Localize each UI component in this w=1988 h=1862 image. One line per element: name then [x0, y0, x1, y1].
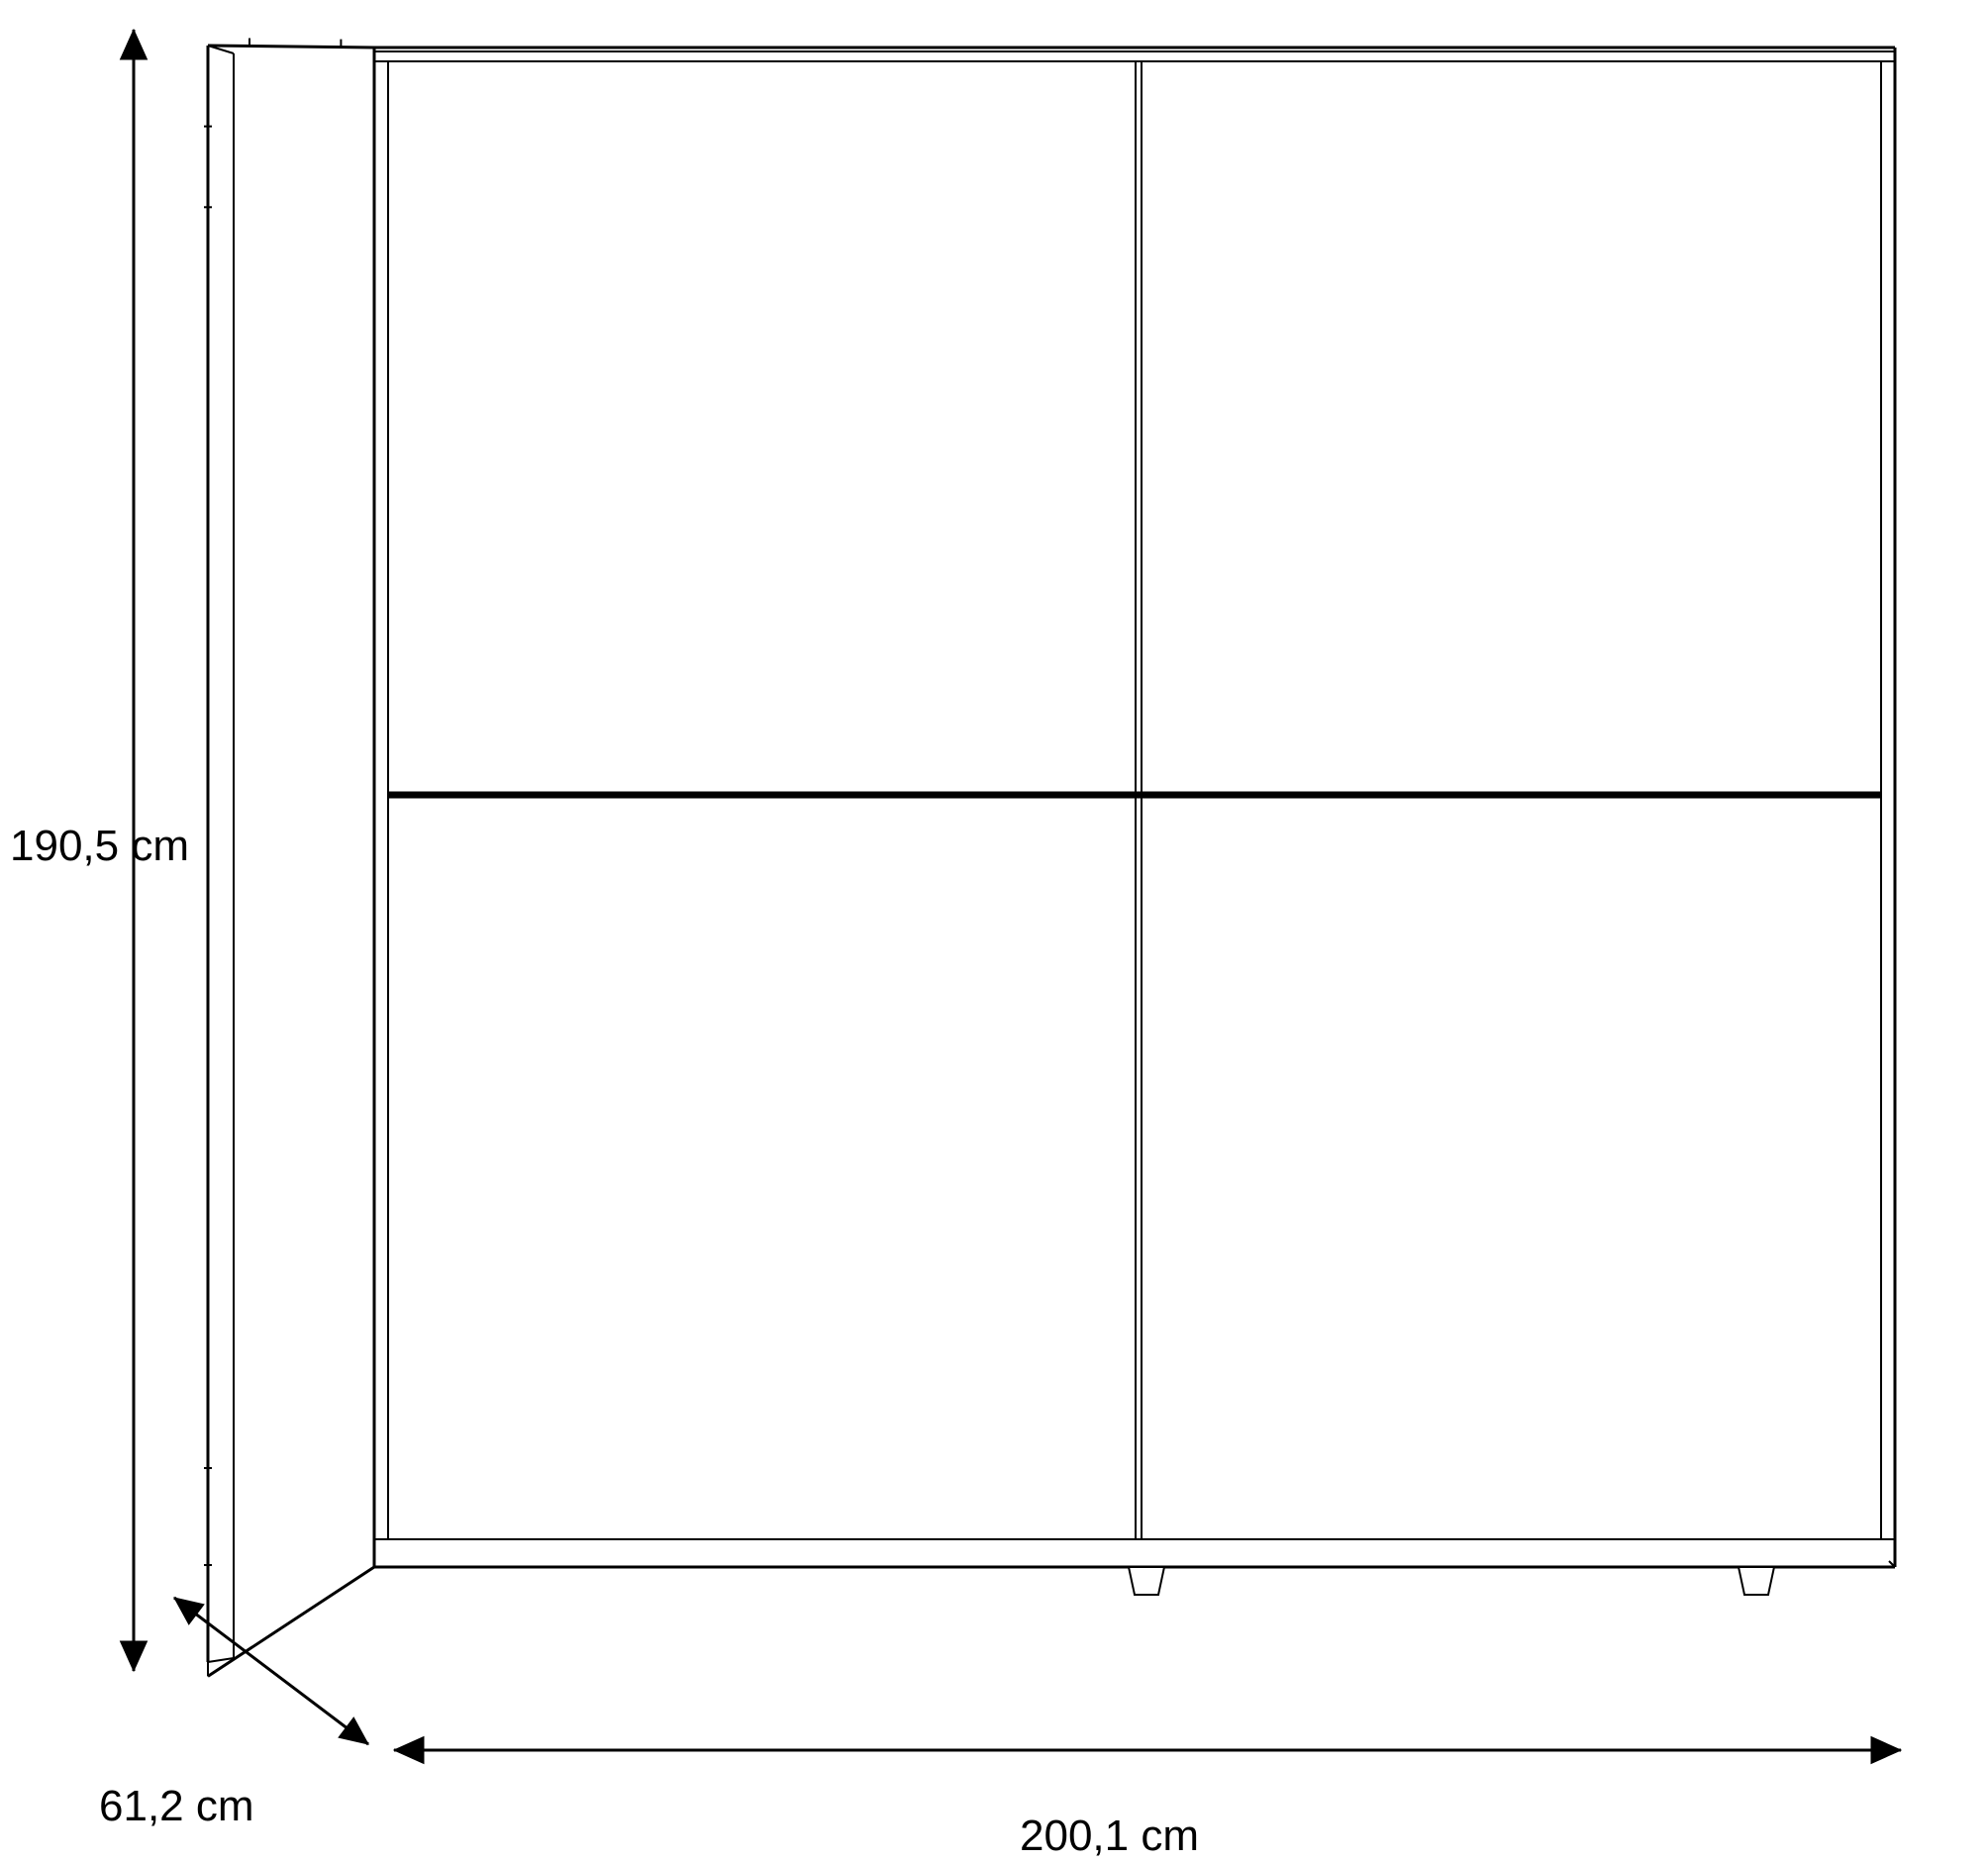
dimension-depth-label: 61,2 cm — [99, 1782, 254, 1831]
diagram-canvas: 190,5 cm 61,2 cm 200,1 cm — [0, 0, 1988, 1862]
dimension-width-label: 200,1 cm — [1020, 1812, 1199, 1861]
wardrobe-drawing — [0, 0, 1988, 1862]
dimension-height-label: 190,5 cm — [10, 822, 189, 871]
